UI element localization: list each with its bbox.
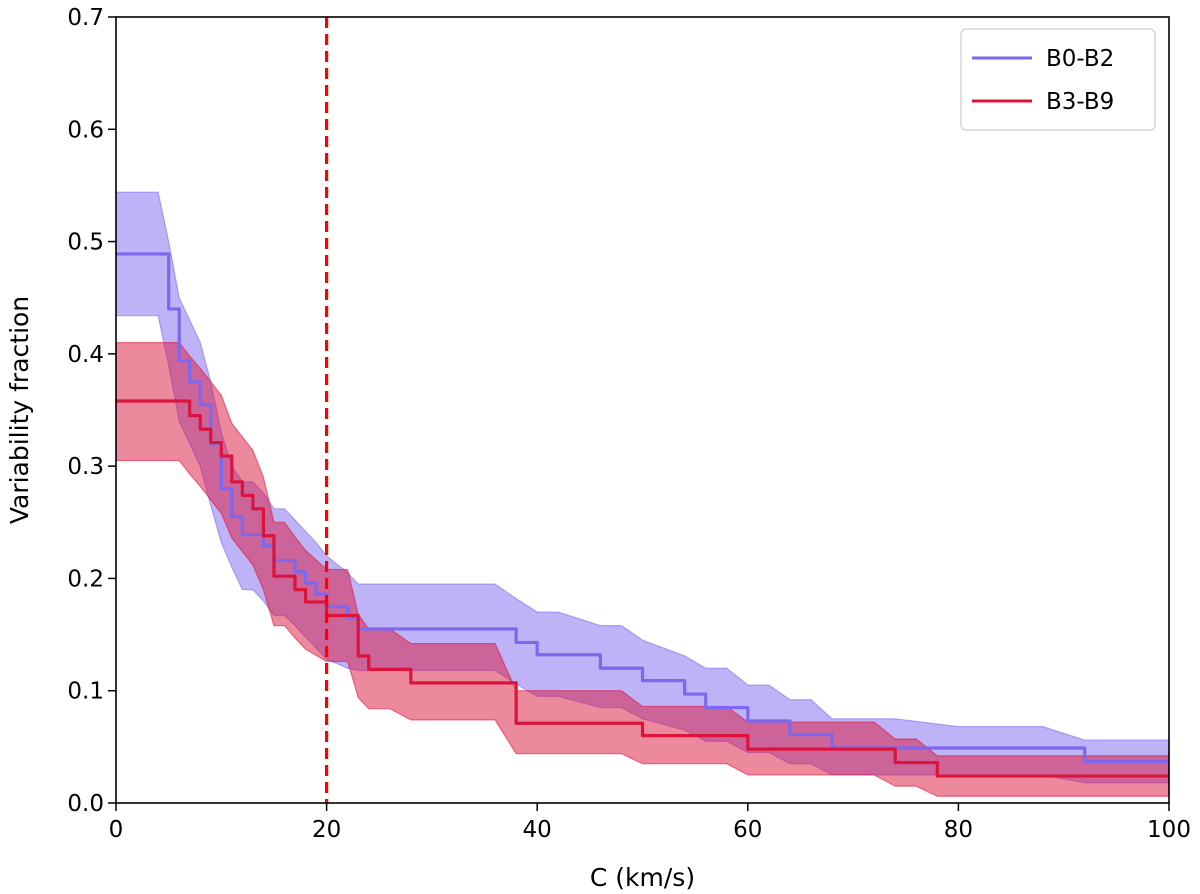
series-line-b3-b9 — [116, 399, 1169, 778]
x-tick-label: 100 — [1147, 817, 1191, 843]
x-tick-label: 20 — [312, 817, 341, 843]
lines-layer — [116, 252, 1169, 778]
y-tick-label: 0.2 — [67, 566, 104, 592]
y-tick-label: 0.4 — [67, 342, 104, 368]
y-tick-label: 0.7 — [67, 5, 104, 31]
x-tick-label: 0 — [109, 817, 124, 843]
y-tick-label: 0.3 — [67, 454, 104, 480]
bands-layer — [115, 191, 1170, 797]
x-tick-label: 60 — [733, 817, 762, 843]
y-tick-label: 0.1 — [67, 679, 104, 705]
x-tick-label: 80 — [944, 817, 973, 843]
y-ticks: 0.0 0.1 0.2 0.3 0.4 0.5 0.6 0.7 — [67, 5, 116, 817]
y-tick-label: 0.0 — [67, 791, 104, 817]
y-tick-label: 0.6 — [67, 117, 104, 143]
legend: B0-B2 B3-B9 — [960, 28, 1156, 131]
x-ticks: 0 20 40 60 80 100 — [109, 803, 1191, 843]
x-tick-label: 40 — [523, 817, 552, 843]
y-axis-label: Variability fraction — [5, 296, 34, 524]
y-tick-label: 0.5 — [67, 230, 104, 256]
legend-box — [960, 28, 1156, 131]
axes-frame — [115, 16, 1170, 804]
legend-label-b3-b9: B3-B9 — [1046, 89, 1114, 115]
x-axis-label: C (km/s) — [590, 863, 695, 892]
legend-label-b0-b2: B0-B2 — [1046, 46, 1114, 72]
band-b0-b2 — [115, 191, 1170, 784]
